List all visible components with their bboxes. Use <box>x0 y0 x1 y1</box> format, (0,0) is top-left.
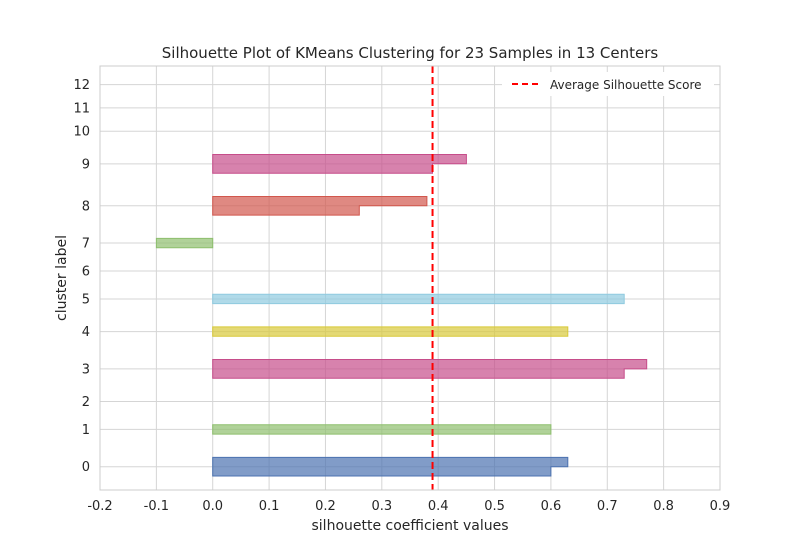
y-tick-label: 11 <box>73 101 90 116</box>
y-tick-label: 8 <box>82 199 90 214</box>
x-tick-label: 0.3 <box>371 499 392 514</box>
silhouette-cluster-8 <box>212 196 428 216</box>
x-tick-label: 0.2 <box>315 499 336 514</box>
x-tick-label: 0.4 <box>428 499 449 514</box>
y-tick-label: 12 <box>73 78 90 93</box>
y-axis-label: cluster label <box>54 235 70 321</box>
silhouette-cluster-5 <box>212 293 625 305</box>
legend: Average Silhouette Score <box>502 72 714 96</box>
y-tick-label: 1 <box>82 423 90 438</box>
y-tick-label: 7 <box>82 237 90 252</box>
x-axis-label: silhouette coefficient values <box>312 518 509 534</box>
x-tick-label: 0.7 <box>597 499 618 514</box>
x-tick-label: 0.6 <box>541 499 562 514</box>
silhouette-cluster-4 <box>212 326 569 337</box>
x-tick-label: -0.1 <box>144 499 169 514</box>
x-tick-label: 0.9 <box>710 499 731 514</box>
y-tick-label: 0 <box>82 460 90 475</box>
silhouette-cluster-3 <box>212 359 648 379</box>
y-tick-label: 9 <box>82 157 90 172</box>
x-tick-label: 0.5 <box>484 499 505 514</box>
silhouette-cluster-0 <box>212 456 569 477</box>
y-tick-label: 6 <box>82 265 90 280</box>
y-tick-label: 4 <box>82 325 90 340</box>
x-tick-label: -0.2 <box>87 499 112 514</box>
x-tick-label: 0.0 <box>202 499 223 514</box>
y-tick-label: 2 <box>82 395 90 410</box>
y-tick-label: 10 <box>73 125 90 140</box>
silhouette-cluster-1 <box>212 424 552 435</box>
legend-label: Average Silhouette Score <box>550 78 702 92</box>
x-tick-label: 0.8 <box>653 499 674 514</box>
silhouette-cluster-9 <box>212 154 467 174</box>
plot-frame <box>99 65 721 491</box>
x-tick-label: 0.1 <box>259 499 280 514</box>
y-tick-label: 3 <box>82 362 90 377</box>
y-tick-label: 5 <box>82 292 90 307</box>
chart-title: Silhouette Plot of KMeans Clustering for… <box>162 44 659 62</box>
silhouette-cluster-7 <box>155 237 214 249</box>
